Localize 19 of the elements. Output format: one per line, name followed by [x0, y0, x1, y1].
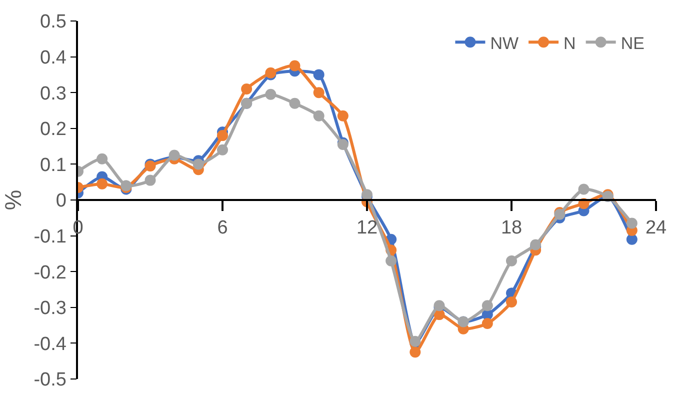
y-tick-label: 0.4 — [40, 47, 67, 68]
y-tick-label: -0.5 — [34, 370, 66, 391]
y-tick-label: 0.3 — [40, 83, 66, 104]
y-axis-title: % — [0, 190, 26, 210]
x-tick-label: 18 — [500, 218, 522, 239]
y-tick-label: -0.4 — [34, 334, 67, 355]
y-tick-label: 0.1 — [40, 154, 66, 176]
y-tick-label: -0.1 — [34, 226, 66, 248]
x-tick-label: 12 — [356, 218, 378, 239]
legend-label: N — [564, 34, 576, 53]
legend-label: NW — [490, 34, 519, 53]
y-tick-label: -0.2 — [34, 262, 66, 284]
y-tick-label: -0.3 — [34, 298, 66, 320]
y-tick-label: 0.2 — [40, 119, 66, 140]
x-tick-label: 6 — [217, 218, 228, 239]
legend-label: NE — [620, 34, 644, 53]
x-tick-label: 24 — [645, 218, 667, 239]
y-tick-label: 0 — [56, 190, 66, 212]
y-tick-label: 0.5 — [40, 12, 66, 33]
